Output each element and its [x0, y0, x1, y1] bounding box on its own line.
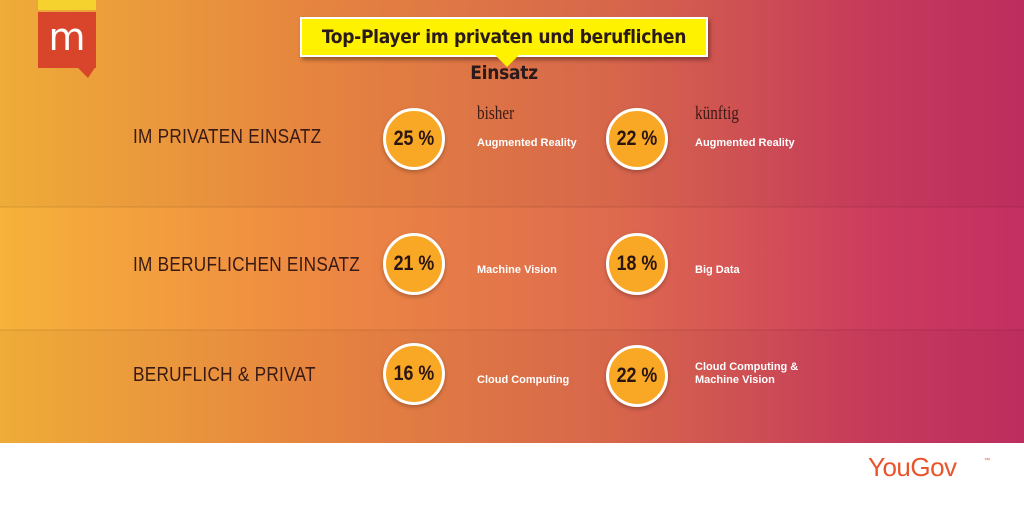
- title-callout: Top-Player im privaten und beruflichen E…: [300, 17, 708, 84]
- row-label-private: IM PRIVATEN EINSATZ: [133, 126, 322, 148]
- trademark-mark: ™: [984, 458, 990, 464]
- infographic-banner: m Top-Player im privaten und beruflichen…: [0, 0, 1024, 443]
- percent-value: 18 %: [616, 252, 658, 275]
- percent-value: 21 %: [393, 252, 435, 275]
- percent-circle: 25 %: [383, 108, 445, 170]
- row-divider: [0, 329, 1024, 331]
- percent-circle: 21 %: [383, 233, 445, 295]
- column-header-before: bisher: [477, 103, 515, 124]
- row-divider: [0, 206, 1024, 208]
- percent-circle: 16 %: [383, 343, 445, 405]
- percent-circle: 22 %: [606, 345, 668, 407]
- row-label-professional: IM BERUFLICHEN EINSATZ: [133, 254, 361, 276]
- column-header-future: künftig: [695, 103, 739, 124]
- percent-value: 22 %: [616, 364, 658, 387]
- technology-label: Big Data: [695, 264, 740, 276]
- technology-label: Augmented Reality: [477, 137, 577, 149]
- percent-value: 16 %: [393, 362, 435, 385]
- row-label-both: BERUFLICH & PRIVAT: [133, 364, 316, 386]
- technology-label: Cloud Computing: [477, 374, 570, 386]
- percent-circle: 22 %: [606, 108, 668, 170]
- logo-bar: [38, 0, 96, 10]
- percent-value: 25 %: [393, 127, 435, 150]
- brand-logo: m: [38, 0, 96, 80]
- percent-circle: 18 %: [606, 233, 668, 295]
- percent-value: 22 %: [616, 127, 658, 150]
- logo-tail: [76, 66, 96, 78]
- technology-label: Cloud Computing & Machine Vision: [695, 361, 799, 386]
- technology-label: Augmented Reality: [695, 137, 795, 149]
- title-callout-pointer: [495, 55, 519, 67]
- technology-label: Machine Vision: [477, 264, 557, 276]
- yougov-logo: YouGov: [868, 452, 957, 482]
- logo-letter: m: [38, 12, 96, 68]
